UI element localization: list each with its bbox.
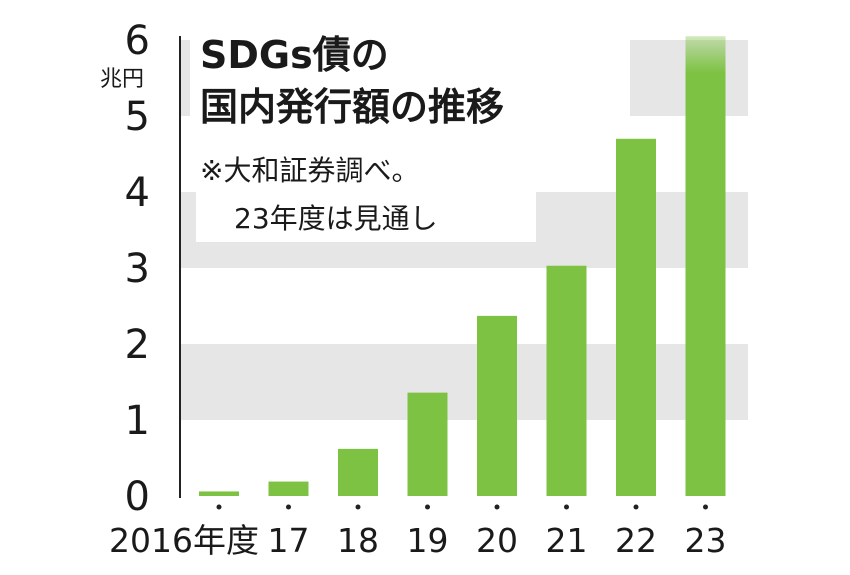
- y-tick-label: 6: [125, 18, 150, 64]
- x-tick-dot: [703, 504, 708, 510]
- y-tick-label: 2: [125, 322, 150, 368]
- x-tick-label: 22: [615, 521, 657, 560]
- projection-note: 23年度は見通し: [234, 202, 438, 235]
- chart-title-line-2: 国内発行額の推移: [200, 85, 504, 129]
- x-tick-label: 23: [685, 521, 727, 560]
- x-tick-label: 19: [407, 521, 449, 560]
- bar-17: [268, 481, 309, 496]
- bar-23: [685, 36, 726, 496]
- chart-title-line-1: SDGs債の: [200, 33, 389, 77]
- x-tick-label: 20: [476, 521, 518, 560]
- y-tick-label: 3: [125, 246, 150, 292]
- y-tick-label: 4: [125, 170, 150, 216]
- x-tick-dot: [425, 504, 430, 510]
- bar-2016年度: [199, 491, 239, 496]
- x-tick-label: 21: [546, 521, 588, 560]
- x-tick-dot: [216, 504, 222, 510]
- bar-21: [546, 265, 587, 496]
- x-tick-dot: [494, 504, 500, 510]
- note-backdrop: [196, 148, 536, 242]
- x-tick-dot: [564, 504, 569, 510]
- x-tick-dot: [355, 504, 361, 510]
- x-tick-label: 17: [268, 521, 310, 560]
- y-axis-unit-label: 兆円: [100, 67, 144, 92]
- grid-band: [180, 344, 748, 420]
- bar-20: [477, 315, 517, 496]
- y-tick-label: 0: [125, 474, 150, 520]
- bar-18: [338, 448, 378, 496]
- y-tick-label: 1: [125, 398, 150, 444]
- x-tick-labels: 2016年度 17 18 19 20 21 22 23: [109, 521, 726, 560]
- bar-22: [616, 138, 656, 497]
- bars: [199, 36, 726, 497]
- x-tick-label: 2016年度: [109, 521, 259, 560]
- source-note: ※大和証券調べ。: [200, 154, 419, 187]
- x-tick-dot: [286, 504, 291, 510]
- bar-19: [407, 392, 448, 496]
- y-tick-label: 5: [125, 94, 150, 140]
- x-tick-dot: [633, 504, 639, 510]
- title-backdrop: [190, 36, 630, 136]
- y-tick-labels: 0 1 2 3 4 5 6: [125, 18, 150, 520]
- x-tick-marks: [216, 504, 708, 510]
- x-tick-label: 18: [337, 521, 379, 560]
